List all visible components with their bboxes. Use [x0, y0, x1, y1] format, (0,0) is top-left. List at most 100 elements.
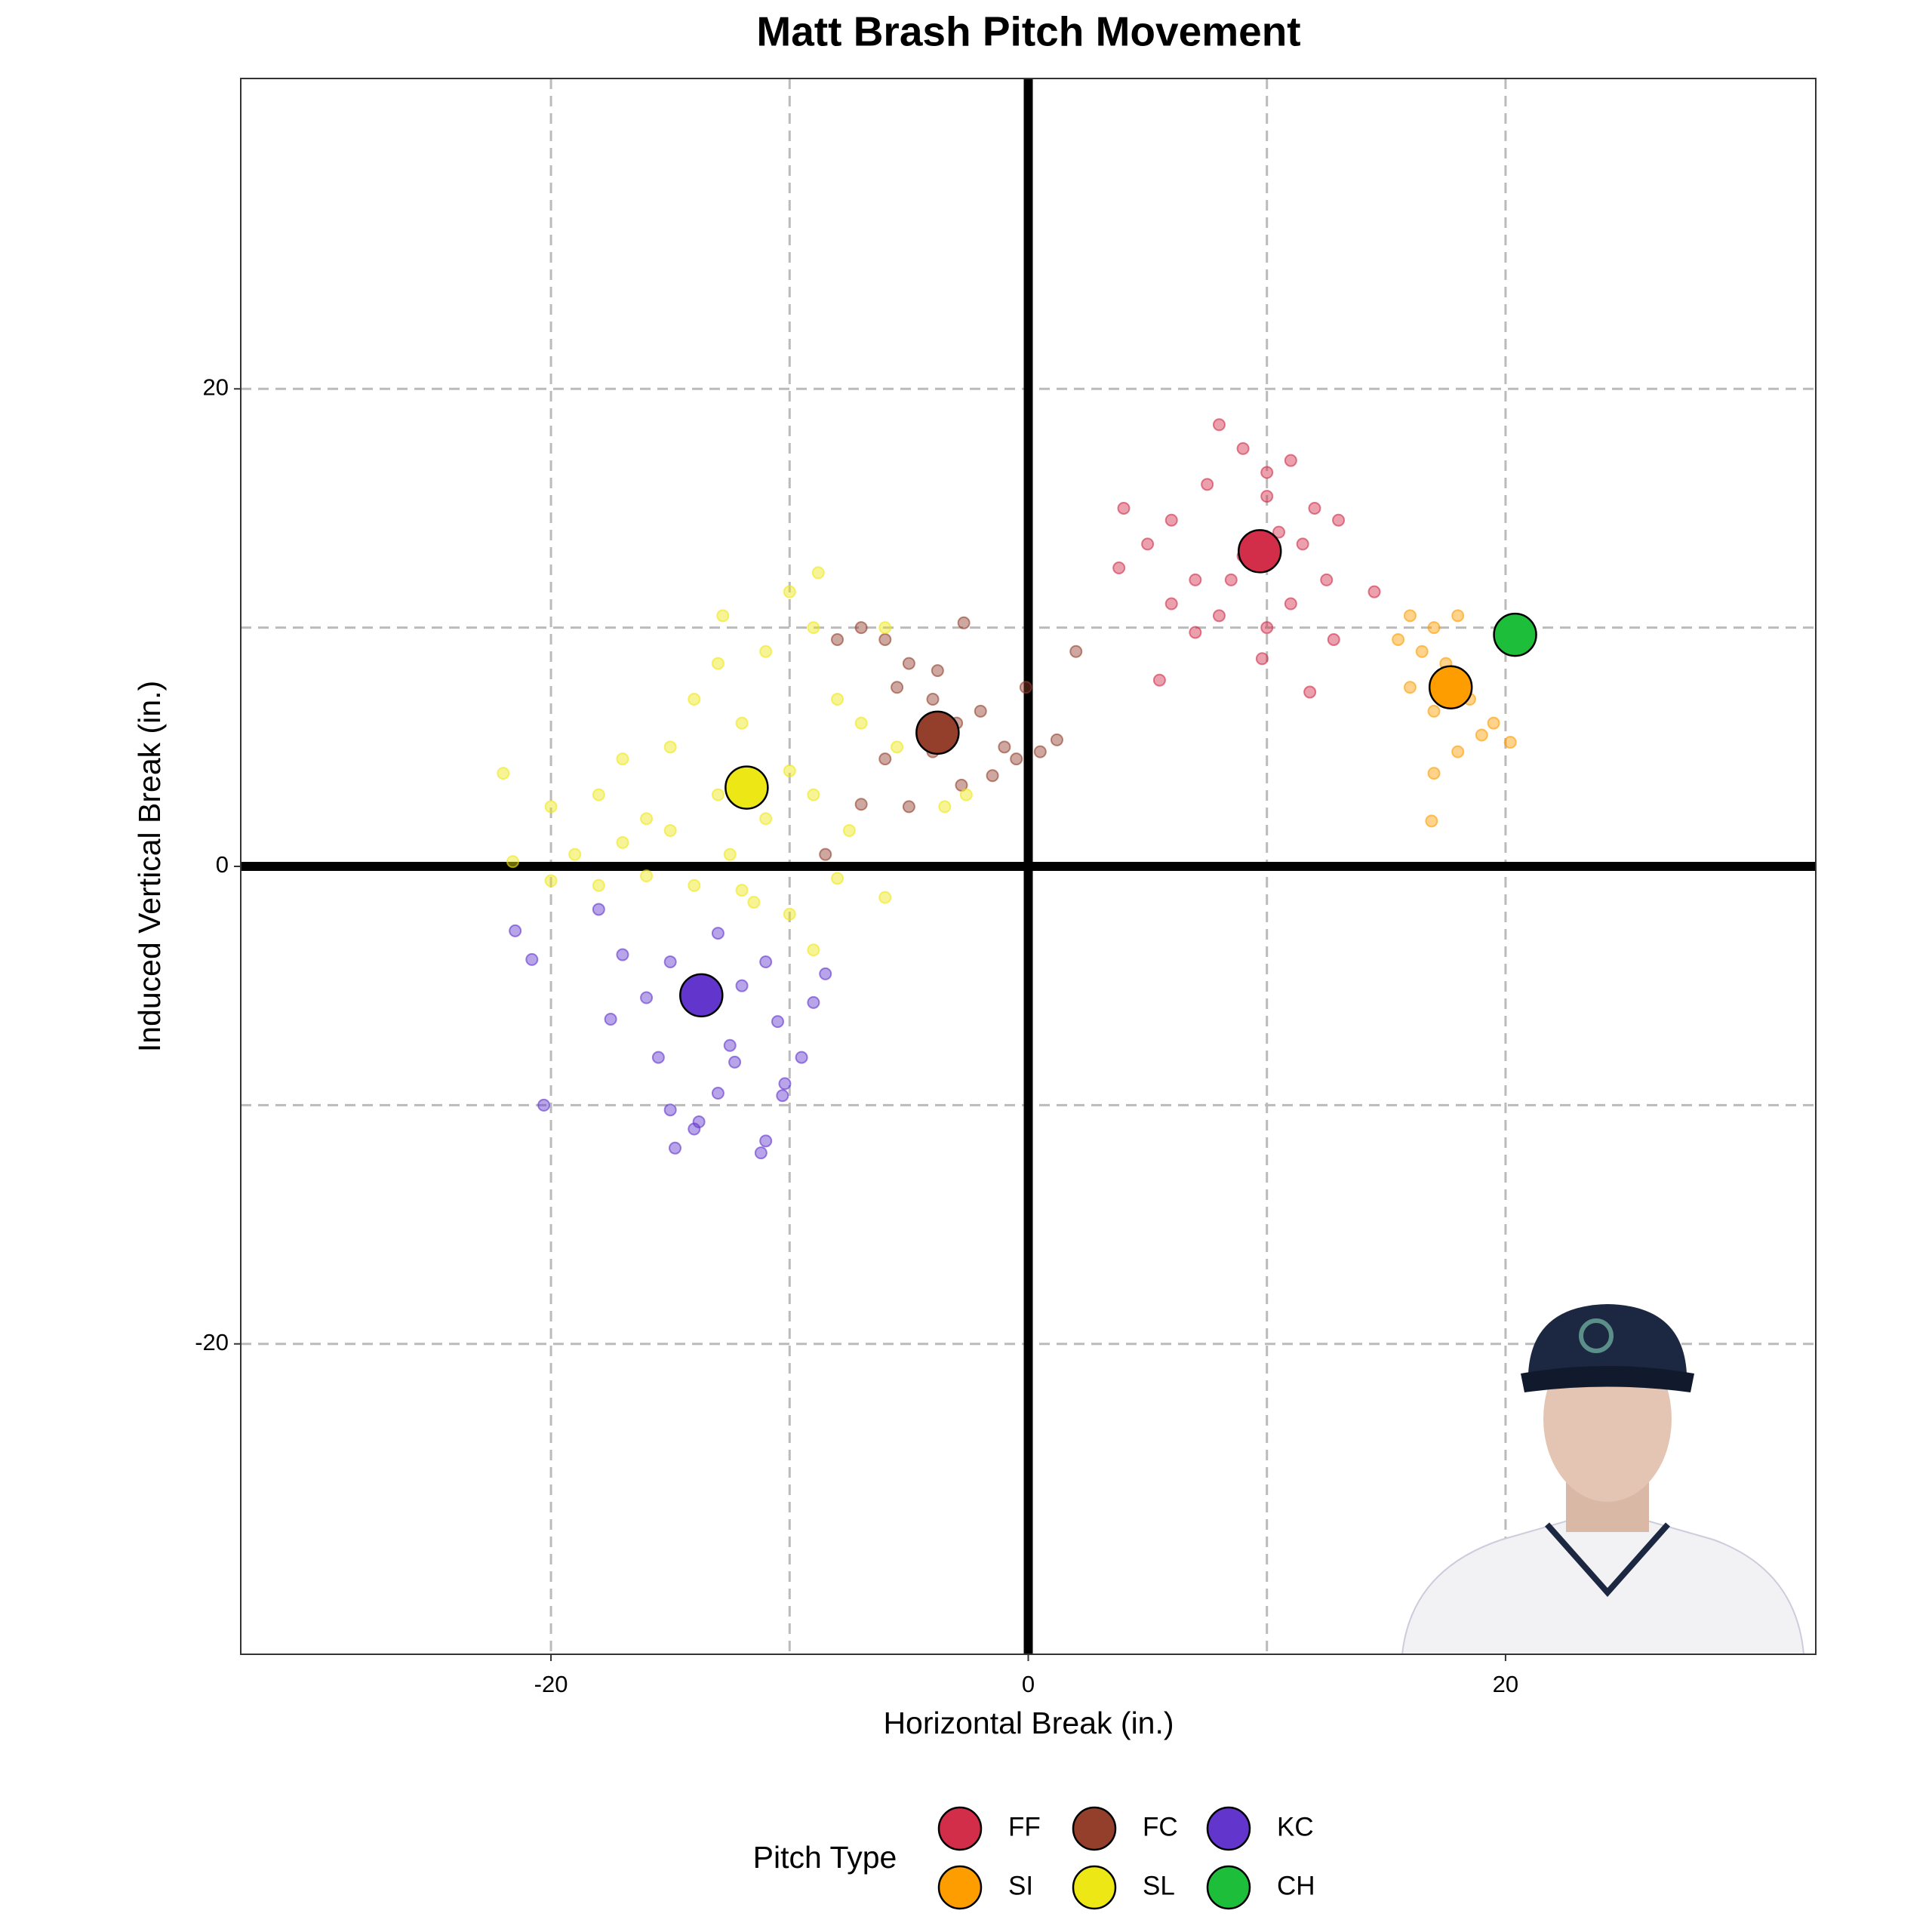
point — [1189, 573, 1202, 586]
legend-swatch — [1206, 1806, 1251, 1851]
point — [783, 585, 796, 598]
point — [711, 788, 724, 801]
point — [1403, 681, 1417, 694]
point — [1272, 525, 1286, 539]
y-axis-title: Induced Vertical Break (in.) — [132, 681, 167, 1052]
average-point — [1493, 612, 1537, 657]
point — [754, 1146, 768, 1160]
legend-label: KC — [1277, 1812, 1314, 1841]
point — [778, 1077, 792, 1091]
point — [692, 1115, 706, 1129]
point — [938, 800, 952, 814]
point — [1019, 681, 1032, 694]
x-tick-label: 0 — [1022, 1671, 1035, 1697]
point — [688, 878, 701, 892]
legend-label: CH — [1277, 1871, 1315, 1900]
point — [1033, 745, 1047, 758]
point — [1427, 704, 1441, 718]
grid — [241, 78, 1816, 1654]
point — [640, 869, 654, 883]
point — [1255, 652, 1269, 666]
point — [592, 788, 605, 801]
legend-label: SL — [1143, 1871, 1175, 1900]
point — [1303, 685, 1317, 699]
point — [735, 884, 749, 897]
points — [497, 418, 1537, 1160]
point — [688, 693, 701, 706]
point — [902, 800, 915, 814]
point — [1152, 673, 1166, 687]
point — [1117, 501, 1131, 515]
point — [1260, 621, 1274, 635]
point — [537, 1098, 551, 1112]
point — [807, 995, 820, 1009]
point — [1320, 573, 1334, 586]
point — [931, 664, 944, 678]
point — [497, 767, 510, 780]
average-point — [1428, 665, 1473, 709]
point — [959, 788, 973, 801]
point — [716, 609, 730, 623]
point — [723, 1038, 737, 1052]
point — [759, 812, 773, 826]
legend-label: FF — [1008, 1812, 1041, 1841]
point — [1392, 632, 1405, 646]
cap-brim — [1521, 1366, 1694, 1392]
point — [854, 798, 868, 811]
point — [1164, 513, 1178, 527]
cap-logo — [1579, 1318, 1614, 1353]
legend-swatch — [937, 1865, 983, 1910]
legend-label: FC — [1143, 1812, 1178, 1841]
point — [669, 1141, 682, 1155]
point — [1050, 733, 1063, 746]
point — [878, 891, 892, 904]
point — [723, 848, 737, 861]
legend-swatch — [1072, 1865, 1117, 1910]
average-point — [724, 765, 769, 810]
point — [1236, 441, 1250, 455]
point — [616, 948, 629, 961]
point — [1403, 609, 1417, 623]
point — [1451, 745, 1465, 758]
point — [1141, 537, 1155, 551]
point — [1427, 621, 1441, 635]
point — [663, 955, 677, 969]
point — [1010, 752, 1023, 766]
point — [640, 812, 654, 826]
point — [831, 693, 844, 706]
legend-swatch — [1072, 1806, 1117, 1851]
point — [568, 848, 582, 861]
point — [592, 903, 605, 916]
average-point — [915, 710, 960, 755]
point — [854, 621, 868, 635]
point — [819, 848, 832, 861]
point — [711, 657, 724, 670]
point — [1296, 537, 1309, 551]
point — [807, 943, 820, 957]
point — [735, 716, 749, 730]
point — [711, 927, 724, 940]
y-tick-label: -20 — [195, 1329, 229, 1355]
point — [1327, 632, 1340, 646]
point — [759, 955, 773, 969]
point — [509, 924, 522, 937]
point — [640, 991, 654, 1004]
point — [831, 872, 844, 885]
player-photo — [1401, 1304, 1805, 1655]
point — [1164, 597, 1178, 611]
point — [1308, 501, 1321, 515]
point — [759, 1134, 773, 1148]
point — [891, 681, 904, 694]
point — [819, 967, 832, 980]
point — [957, 616, 971, 629]
y-tick-label: 20 — [203, 374, 229, 400]
point — [974, 704, 987, 718]
point — [926, 693, 940, 706]
average-point — [679, 973, 724, 1018]
point — [771, 1015, 784, 1029]
point — [711, 1087, 724, 1100]
point — [878, 752, 892, 766]
cap — [1528, 1304, 1687, 1374]
point — [878, 621, 892, 635]
x-tick-label: 20 — [1493, 1671, 1518, 1697]
